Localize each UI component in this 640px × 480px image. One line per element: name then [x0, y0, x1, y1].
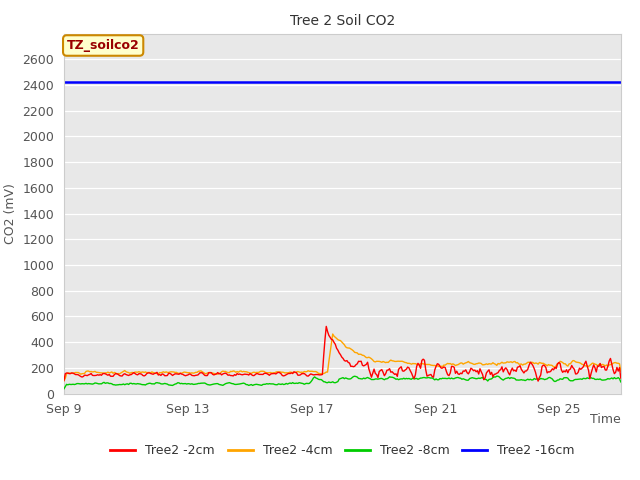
Y-axis label: CO2 (mV): CO2 (mV): [4, 183, 17, 244]
Title: Tree 2 Soil CO2: Tree 2 Soil CO2: [290, 14, 395, 28]
Text: Time: Time: [590, 413, 621, 426]
Legend: Tree2 -2cm, Tree2 -4cm, Tree2 -8cm, Tree2 -16cm: Tree2 -2cm, Tree2 -4cm, Tree2 -8cm, Tree…: [106, 440, 579, 462]
Text: TZ_soilco2: TZ_soilco2: [67, 39, 140, 52]
